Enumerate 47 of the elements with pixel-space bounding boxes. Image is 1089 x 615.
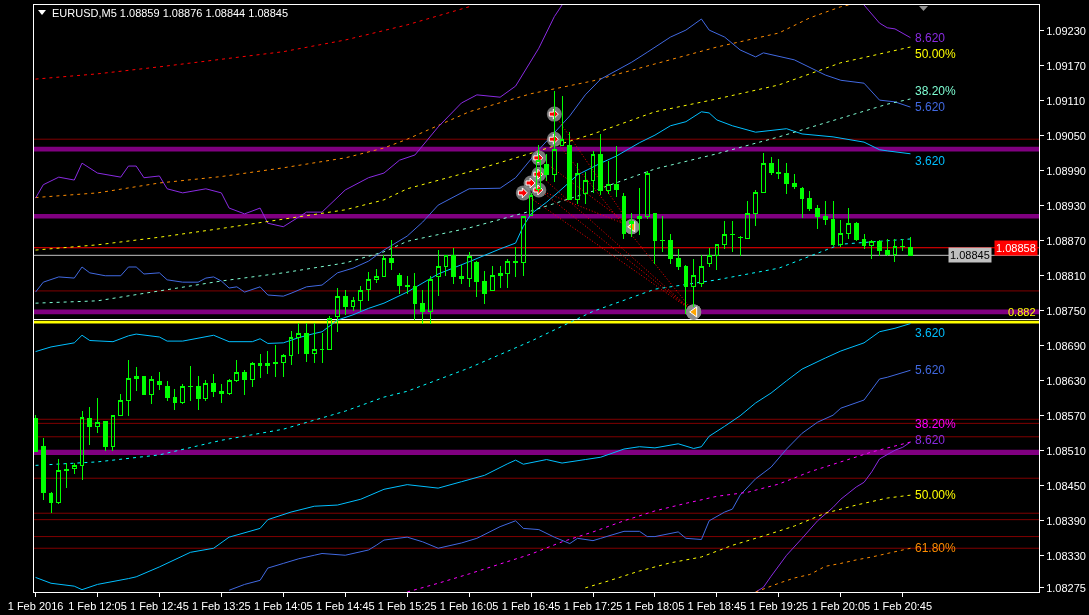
band-label: 0.882 bbox=[1008, 306, 1036, 318]
y-tick-label: 1.09050 bbox=[1046, 129, 1086, 142]
x-tick-label: 1 Feb 13:25 bbox=[192, 600, 251, 613]
x-tick-label: 1 Feb 12:05 bbox=[68, 600, 127, 613]
y-tick-label: 1.08810 bbox=[1046, 269, 1086, 282]
x-tick-label: 1 Feb 18:05 bbox=[625, 600, 685, 613]
x-tick-label: 1 Feb 19:25 bbox=[749, 600, 809, 613]
y-tick-label: 1.08930 bbox=[1046, 199, 1086, 212]
y-tick-label: 1.09170 bbox=[1046, 59, 1086, 72]
y-tick-label: 1.08750 bbox=[1046, 304, 1086, 317]
series-label: 61.80% bbox=[915, 541, 957, 555]
series-label: 8.620 bbox=[915, 433, 946, 447]
y-tick-label: 1.08690 bbox=[1046, 339, 1086, 352]
x-tick-label: 1 Feb 12:45 bbox=[130, 600, 189, 613]
series-label: 50.00% bbox=[915, 488, 957, 502]
x-tick-label: 1 Feb 15:25 bbox=[377, 600, 437, 613]
x-tick-label: 1 Feb 2016 bbox=[7, 600, 64, 613]
y-tick-label: 1.09230 bbox=[1046, 24, 1086, 37]
series-label: 38.20% bbox=[915, 417, 957, 431]
y-tick-label: 1.08570 bbox=[1046, 409, 1086, 422]
x-tick-label: 1 Feb 14:45 bbox=[315, 600, 375, 613]
series-label: 5.620 bbox=[915, 100, 946, 114]
x-tick-label: 1 Feb 16:05 bbox=[439, 600, 499, 613]
x-tick-label: 1 Feb 18:45 bbox=[687, 600, 747, 613]
series-label: 8.620 bbox=[915, 31, 946, 45]
ref-line-label: 1.08858 bbox=[996, 242, 1036, 254]
chart-title: EURUSD,M5 1.08859 1.08876 1.08844 1.08845 bbox=[52, 6, 289, 19]
y-tick-label: 1.08390 bbox=[1046, 514, 1086, 527]
y-tick-label: 1.09110 bbox=[1046, 94, 1086, 107]
x-tick-label: 1 Feb 20:05 bbox=[811, 600, 871, 613]
x-tick-label: 1 Feb 16:45 bbox=[501, 600, 561, 613]
y-tick-label: 1.08275 bbox=[1046, 581, 1086, 594]
y-tick-label: 1.08510 bbox=[1046, 444, 1086, 457]
x-tick-label: 1 Feb 17:25 bbox=[563, 600, 623, 613]
x-tick-label: 1 Feb 20:45 bbox=[873, 600, 933, 613]
series-label: 3.620 bbox=[915, 154, 946, 168]
y-tick-label: 1.08330 bbox=[1046, 549, 1086, 562]
series-label: 5.620 bbox=[915, 363, 946, 377]
series-label: 50.00% bbox=[915, 47, 957, 61]
y-tick-label: 1.08870 bbox=[1046, 234, 1086, 247]
y-tick-label: 1.08990 bbox=[1046, 164, 1086, 177]
x-tick-label: 1 Feb 14:05 bbox=[253, 600, 313, 613]
y-tick-label: 1.08630 bbox=[1046, 374, 1086, 387]
ref-line-label: 1.08845 bbox=[950, 249, 990, 261]
series-label: 3.620 bbox=[915, 326, 946, 340]
y-tick-label: 1.08450 bbox=[1046, 479, 1086, 492]
series-label: 38.20% bbox=[915, 84, 957, 98]
